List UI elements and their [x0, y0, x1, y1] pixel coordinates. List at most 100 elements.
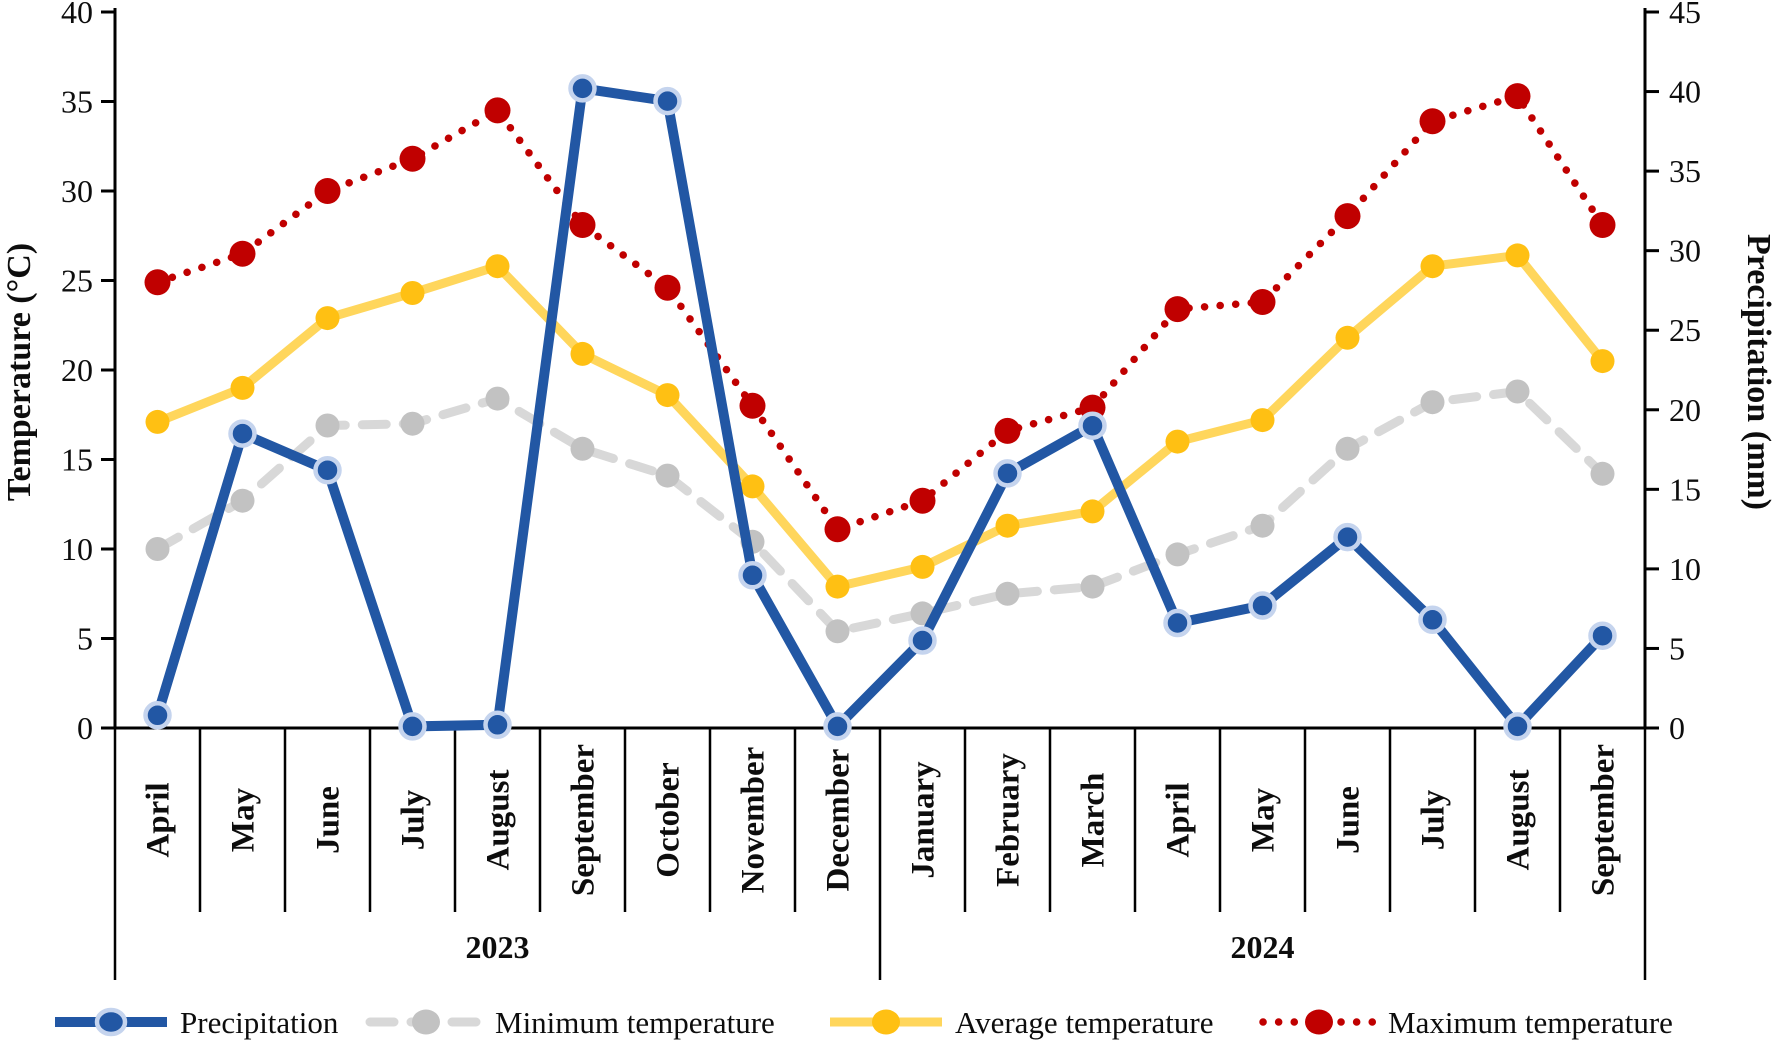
- right-axis-tick-label: 0: [1669, 710, 1685, 746]
- data-point-minimum-temperature: [1080, 574, 1105, 599]
- year-label: 2023: [466, 929, 530, 965]
- data-point-precipitation: [908, 626, 937, 655]
- right-axis-tick-label: 40: [1669, 74, 1701, 110]
- data-point-average-temperature: [910, 554, 935, 579]
- right-axis-tick-label: 5: [1669, 630, 1685, 666]
- data-point-average-temperature: [570, 341, 595, 366]
- legend-marker-dot-minimum-temperature: [412, 1009, 440, 1035]
- month-label: February: [991, 753, 1027, 887]
- data-point-precipitation: [1503, 712, 1532, 741]
- data-point-precipitation: [228, 419, 257, 448]
- data-point-minimum-temperature: [145, 537, 170, 561]
- right-axis-title: Precipitation (mm): [1740, 234, 1772, 510]
- right-axis-tick-label: 15: [1669, 471, 1701, 507]
- data-point-precipitation: [313, 455, 342, 485]
- left-axis-tick-label: 25: [61, 263, 93, 299]
- data-point-precipitation: [738, 561, 767, 590]
- month-label: April: [141, 782, 177, 857]
- month-label: October: [651, 762, 687, 877]
- right-axis-tick-label: 25: [1669, 312, 1701, 348]
- left-axis-tick-label: 35: [61, 84, 93, 120]
- data-point-average-temperature: [1250, 408, 1275, 433]
- data-point-maximum-temperature: [1164, 296, 1191, 323]
- left-axis-tick-label: 10: [61, 531, 93, 567]
- data-point-precipitation: [143, 701, 172, 730]
- data-point-maximum-temperature: [144, 269, 171, 296]
- data-point-average-temperature: [1080, 499, 1105, 524]
- data-point-average-temperature: [400, 281, 425, 305]
- data-point-precipitation: [1418, 605, 1447, 635]
- data-point-maximum-temperature: [229, 240, 256, 267]
- data-point-maximum-temperature: [314, 178, 341, 204]
- legend-label-maximum-temperature: Maximum temperature: [1388, 1005, 1673, 1040]
- data-point-average-temperature: [230, 375, 255, 400]
- legend-marker-dot-average-temperature: [872, 1009, 900, 1035]
- legend-marker-dot-maximum-temperature: [1305, 1009, 1333, 1035]
- data-point-minimum-temperature: [1420, 390, 1445, 415]
- data-point-precipitation: [568, 74, 597, 103]
- month-label: December: [821, 749, 857, 892]
- data-point-average-temperature: [825, 574, 850, 599]
- data-point-maximum-temperature: [824, 516, 851, 543]
- data-point-precipitation: [1163, 608, 1192, 638]
- data-point-average-temperature: [655, 383, 680, 408]
- right-axis-tick-label: 35: [1669, 153, 1701, 189]
- series-line-maximum-temperature: [153, 91, 1607, 534]
- month-label: August: [481, 770, 517, 871]
- data-point-average-temperature: [995, 513, 1020, 538]
- data-point-precipitation: [483, 710, 512, 740]
- data-point-precipitation: [823, 712, 852, 741]
- data-point-minimum-temperature: [1505, 379, 1530, 404]
- left-axis-tick-label: 0: [77, 710, 93, 746]
- month-label: November: [736, 747, 772, 894]
- data-point-maximum-temperature: [1334, 203, 1361, 230]
- data-point-minimum-temperature: [570, 436, 595, 461]
- data-point-minimum-temperature: [485, 386, 510, 411]
- month-label: June: [311, 786, 347, 854]
- left-axis-title: Temperature (°C): [1, 243, 38, 501]
- data-point-maximum-temperature: [569, 212, 596, 238]
- left-axis-tick-label: 40: [61, 0, 93, 30]
- data-point-average-temperature: [1420, 254, 1445, 279]
- month-label: August: [1501, 770, 1537, 871]
- data-point-minimum-temperature: [1165, 542, 1190, 567]
- data-point-maximum-temperature: [739, 392, 766, 419]
- data-point-average-temperature: [1165, 429, 1190, 454]
- data-point-minimum-temperature: [1590, 461, 1615, 486]
- data-point-maximum-temperature: [994, 417, 1021, 444]
- data-point-maximum-temperature: [399, 145, 426, 172]
- data-point-maximum-temperature: [484, 97, 511, 124]
- month-label: September: [566, 744, 602, 896]
- data-point-maximum-temperature: [1419, 108, 1446, 135]
- legend-label-minimum-temperature: Minimum temperature: [495, 1005, 775, 1040]
- data-point-minimum-temperature: [1250, 513, 1275, 538]
- data-point-average-temperature: [485, 254, 510, 279]
- data-point-maximum-temperature: [1589, 212, 1616, 238]
- series-line-precipitation: [152, 82, 1607, 735]
- data-point-maximum-temperature: [1504, 83, 1531, 110]
- month-label: June: [1331, 786, 1367, 854]
- data-point-precipitation: [398, 712, 427, 741]
- right-axis-tick-label: 20: [1669, 392, 1701, 428]
- legend-label-precipitation: Precipitation: [180, 1005, 339, 1040]
- data-point-precipitation: [653, 86, 682, 116]
- month-label: July: [396, 789, 432, 850]
- data-point-minimum-temperature: [995, 581, 1020, 606]
- data-point-average-temperature: [1590, 349, 1615, 374]
- data-point-precipitation: [1333, 522, 1362, 552]
- data-point-minimum-temperature: [1335, 436, 1360, 461]
- year-label: 2024: [1231, 929, 1295, 965]
- month-label: July: [1416, 789, 1452, 850]
- data-point-average-temperature: [1505, 243, 1530, 268]
- left-axis-tick-label: 5: [77, 621, 93, 657]
- data-point-average-temperature: [1335, 325, 1360, 350]
- data-point-average-temperature: [145, 409, 170, 434]
- data-point-minimum-temperature: [400, 411, 425, 436]
- right-axis-tick-label: 45: [1669, 0, 1701, 30]
- month-label: September: [1586, 744, 1622, 896]
- left-axis-tick-label: 15: [61, 442, 93, 478]
- month-label: May: [1246, 787, 1282, 852]
- data-point-maximum-temperature: [654, 274, 681, 301]
